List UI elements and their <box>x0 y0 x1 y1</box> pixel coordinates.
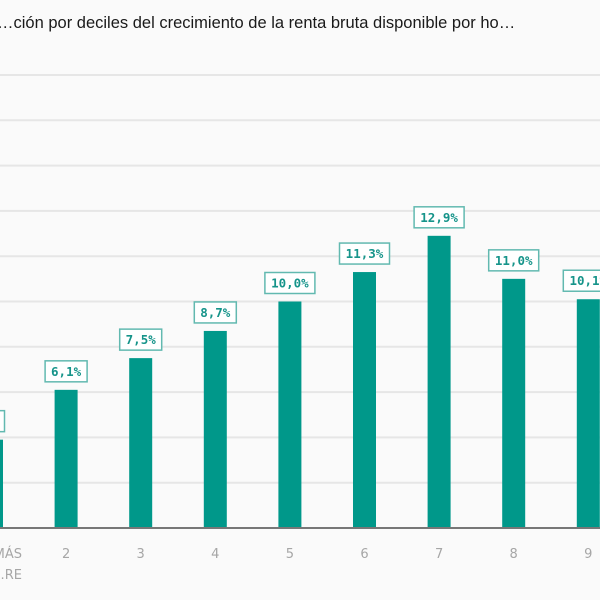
data-label: 10,1% <box>569 273 600 288</box>
x-tick-label: 9 <box>584 547 592 562</box>
data-label: 11,0% <box>495 253 533 268</box>
data-label-box <box>0 409 6 433</box>
data-label-box <box>413 206 465 229</box>
data-label: 10,0% <box>271 276 309 291</box>
data-label: 8,7% <box>200 305 231 320</box>
data-label-box <box>338 242 391 265</box>
chart-title: …ción por deciles del crecimiento de la … <box>0 14 516 32</box>
data-label: 12,9% <box>420 210 458 225</box>
bar <box>0 439 3 528</box>
bar <box>353 272 376 528</box>
bar <box>129 358 153 528</box>
bar <box>278 301 302 528</box>
x-tick-label: 4 <box>211 547 219 562</box>
data-label: 11,3% <box>346 246 384 261</box>
bar <box>427 235 451 528</box>
x-tick-label: 8 <box>510 547 518 562</box>
x-tick-label: 3 <box>137 547 145 562</box>
x-tick-label: 7 <box>435 547 443 562</box>
data-label: 7,5% <box>126 332 157 347</box>
data-label-box <box>118 328 163 351</box>
data-label-box <box>193 301 238 324</box>
data-label-box <box>264 271 316 295</box>
data-label-box <box>562 269 600 292</box>
x-tick-label: …RE <box>0 568 22 583</box>
data-label-box <box>44 360 88 383</box>
bar <box>502 278 526 528</box>
x-tick-label: MÁS <box>0 546 22 562</box>
bar <box>203 330 227 528</box>
x-tick-label: 6 <box>360 547 368 562</box>
x-tick-label: 2 <box>62 547 70 562</box>
data-label: 6,1% <box>51 364 82 379</box>
x-tick-label: 5 <box>286 547 294 562</box>
bar <box>576 299 600 528</box>
data-label-box <box>487 249 540 272</box>
bar <box>54 389 78 528</box>
